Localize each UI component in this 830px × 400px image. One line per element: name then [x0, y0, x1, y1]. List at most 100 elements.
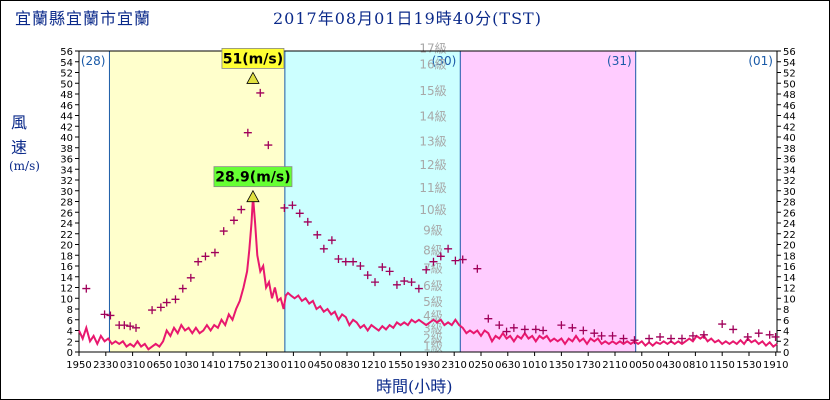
y-tick-label-left: 36 [60, 155, 73, 166]
y-tick-label-right: 38 [783, 144, 796, 155]
y-tick-label-right: 12 [783, 284, 796, 295]
x-tick-label: 0050 [629, 360, 654, 371]
x-tick-label: 1750 [227, 360, 252, 371]
y-tick-label-right: 28 [783, 198, 796, 209]
x-tick-label: 1530 [736, 360, 761, 371]
beaufort-label: 4級 [423, 309, 443, 323]
gust-marker [436, 252, 445, 261]
y-tick-label-right: 0 [783, 348, 789, 359]
gust-marker [194, 257, 203, 266]
beaufort-label: 3級 [423, 321, 443, 335]
y-tick-label-right: 8 [783, 305, 789, 316]
gust-marker [237, 205, 246, 214]
x-tick-label: 1150 [709, 360, 734, 371]
gust-marker [219, 227, 228, 236]
peak-marker-icon [246, 189, 260, 203]
gust-marker [414, 284, 423, 293]
y-tick-label-left: 42 [60, 122, 73, 133]
gust-marker [495, 321, 504, 330]
gust-marker [371, 278, 380, 287]
y-tick-label-right: 46 [783, 101, 796, 112]
gust-marker [520, 325, 529, 334]
y-tick-label-left: 10 [60, 294, 73, 305]
y-tick-label-left: 52 [60, 69, 73, 80]
gust-marker [100, 310, 109, 319]
peak-marker-icon [246, 71, 260, 84]
x-tick-label: 2110 [602, 360, 627, 371]
beaufort-label: 2級 [423, 332, 443, 346]
gust-marker [568, 323, 577, 332]
x-tick-label: 0430 [656, 360, 681, 371]
y-tick-label-right: 50 [783, 79, 796, 90]
y-tick-label-right: 4 [783, 327, 789, 338]
gust-marker [313, 230, 322, 239]
x-tick-label: 0110 [281, 360, 306, 371]
gust-marker [186, 273, 195, 282]
y-tick-label-right: 6 [783, 316, 789, 327]
y-tick-label-right: 26 [783, 208, 796, 219]
gust-marker [319, 244, 328, 253]
y-tick-label-right: 52 [783, 69, 796, 80]
x-tick-label: 1930 [415, 360, 440, 371]
gust-marker [458, 255, 467, 264]
gust-marker [667, 334, 676, 343]
beaufort-label: 15級 [419, 84, 446, 98]
y-axis-label-char-2: 速 [11, 138, 28, 157]
y-tick-label-left: 2 [67, 337, 73, 348]
y-tick-label-right: 48 [783, 90, 796, 101]
gust-marker [699, 330, 708, 339]
gust-marker [608, 331, 617, 340]
y-tick-label-left: 44 [60, 112, 73, 123]
y-tick-label-left: 48 [60, 90, 73, 101]
peak-callout-label: 51(m/s) [223, 51, 283, 67]
gust-marker [243, 128, 252, 137]
y-tick-label-right: 40 [783, 133, 796, 144]
gust-marker [422, 265, 431, 274]
day-band-4 [635, 51, 777, 352]
gust-marker [579, 326, 588, 335]
gust-marker [656, 332, 665, 341]
peak-callout-box [213, 166, 293, 188]
x-tick-label: 0650 [147, 360, 172, 371]
x-tick-label: 1730 [575, 360, 600, 371]
y-tick-label-left: 26 [60, 208, 73, 219]
gust-marker [619, 334, 628, 343]
day-band-0 [79, 51, 110, 352]
gust-marker [392, 280, 401, 289]
gust-marker [743, 332, 752, 341]
beaufort-label: 16級 [419, 57, 446, 71]
gust-marker [334, 255, 343, 264]
y-tick-label-right: 56 [783, 47, 796, 58]
gust-marker [148, 306, 157, 315]
gust-marker [264, 141, 273, 150]
y-tick-label-right: 18 [783, 251, 796, 262]
y-tick-label-left: 46 [60, 101, 73, 112]
y-tick-label-left: 30 [60, 187, 73, 198]
y-tick-label-left: 24 [60, 219, 73, 230]
x-tick-label: 1950 [66, 360, 91, 371]
x-tick-label: 0830 [334, 360, 359, 371]
y-tick-label-right: 44 [783, 112, 796, 123]
y-tick-label-left: 14 [60, 273, 73, 284]
x-tick-label: 2310 [441, 360, 466, 371]
peak-callout-label: 28.9(m/s) [215, 170, 290, 186]
gust-marker [229, 216, 238, 225]
y-tick-label-left: 28 [60, 198, 73, 209]
observation-datetime: 2017年08月01日19時40分(TST) [273, 9, 542, 28]
gust-marker [280, 203, 289, 212]
day-label: (28) [81, 54, 106, 68]
y-tick-label-right: 2 [783, 337, 789, 348]
y-tick-label-left: 32 [60, 176, 73, 187]
gust-marker [590, 329, 599, 338]
gust-marker [162, 298, 171, 307]
gust-marker [765, 330, 774, 339]
y-tick-label-left: 54 [60, 58, 73, 69]
x-tick-label: 2130 [254, 360, 279, 371]
beaufort-label: 1級 [423, 340, 443, 354]
x-tick-label: 0450 [307, 360, 332, 371]
gust-marker [295, 209, 304, 218]
y-tick-label-right: 32 [783, 176, 796, 187]
gust-marker [771, 332, 780, 341]
gust-marker [400, 277, 409, 286]
